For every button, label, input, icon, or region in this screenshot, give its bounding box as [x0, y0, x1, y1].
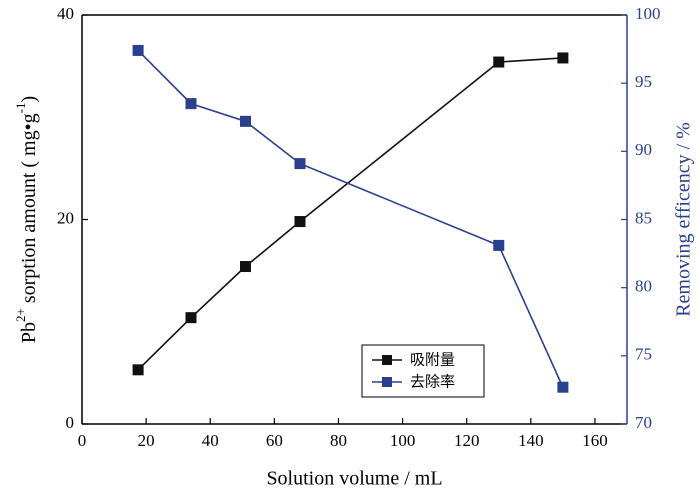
marker [132, 44, 144, 56]
y2-tick-label: 80 [635, 277, 652, 296]
x-tick-label: 40 [202, 431, 219, 450]
x-tick-label: 120 [454, 431, 480, 450]
legend-label: 吸附量 [410, 351, 455, 369]
marker [185, 312, 197, 324]
series-line [137, 57, 563, 371]
y-axis-label: Pb2+ sorption amount ( mg•g-1) [13, 96, 39, 343]
series-line [137, 49, 564, 388]
x-tick-label: 20 [138, 431, 155, 450]
x-tick-label: 160 [582, 431, 608, 450]
x-tick-label: 140 [518, 431, 544, 450]
marker [493, 56, 505, 68]
y-tick-label: 40 [57, 4, 74, 23]
x-tick-label: 60 [266, 431, 283, 450]
y-tick-label: 0 [66, 413, 75, 432]
marker [240, 115, 251, 127]
y2-axis-label: Removing efficency / % [673, 122, 695, 317]
y-tick-label: 20 [57, 208, 74, 227]
x-tick-label: 100 [390, 431, 416, 450]
y-axis-label-part: -1 [13, 103, 28, 114]
legend-box [361, 344, 485, 398]
marker [493, 239, 505, 251]
marker [294, 216, 306, 228]
marker [240, 261, 251, 273]
y2-tick-label: 85 [635, 208, 652, 227]
y2-tick-label: 90 [635, 140, 652, 159]
legend-marker [382, 355, 392, 365]
y-axis-label-part: Pb [18, 322, 40, 343]
x-tick-label: 80 [330, 431, 347, 450]
y2-tick-label: 100 [635, 4, 661, 23]
marker [557, 52, 569, 64]
legend-marker [382, 377, 392, 387]
marker [294, 158, 306, 170]
marker [557, 381, 569, 393]
y-axis-label-part: sorption amount ( mg•g [18, 113, 40, 308]
legend-label: 去除率 [410, 373, 455, 391]
x-axis-label: Solution volume / mL [266, 468, 442, 490]
marker [132, 364, 144, 376]
y-axis-label-part: ) [18, 96, 40, 103]
marker [185, 98, 197, 110]
y-axis-label-part: 2+ [13, 308, 28, 322]
y2-tick-label: 75 [635, 345, 652, 364]
y2-tick-label: 70 [635, 413, 652, 432]
x-tick-label: 0 [78, 431, 87, 450]
y2-tick-label: 95 [635, 72, 652, 91]
